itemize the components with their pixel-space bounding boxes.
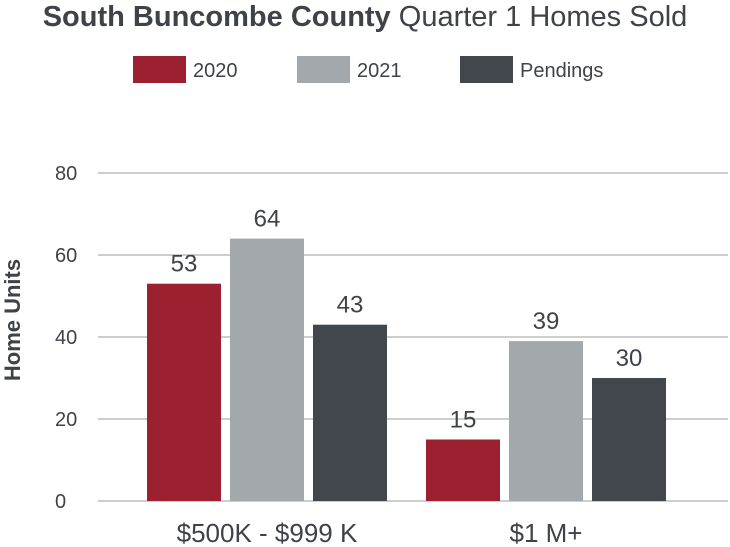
chart-title-bold: South Buncombe County [42, 1, 391, 33]
y-tick-0: 0 [55, 491, 66, 513]
data-label-1-1: 39 [533, 308, 560, 335]
bar-0-1 [230, 238, 304, 501]
bar-1-1 [509, 341, 583, 501]
y-tick-40: 40 [55, 327, 77, 349]
legend-label-2: Pendings [520, 60, 603, 82]
legend-label-0: 2020 [193, 60, 238, 82]
x-category-label-1: $1 M+ [510, 518, 583, 547]
bar-1-0 [426, 439, 500, 501]
data-label-0-1: 64 [254, 206, 281, 233]
y-axis-label: Home Units [0, 259, 25, 381]
y-tick-20: 20 [55, 409, 77, 431]
data-label-0-2: 43 [337, 292, 364, 319]
bar-0-2 [313, 324, 387, 501]
bar-0-0 [147, 283, 221, 501]
chart-title-rest: Quarter 1 Homes Sold [390, 1, 688, 33]
data-label-1-0: 15 [450, 407, 477, 434]
bar-1-2 [592, 378, 666, 501]
chart-title: South Buncombe County Quarter 1 Homes So… [0, 0, 730, 34]
legend-label-1: 2021 [357, 60, 402, 82]
legend-swatch-0 [133, 56, 186, 83]
legend-swatch-1 [297, 56, 350, 83]
legend-swatch-2 [460, 56, 513, 83]
x-category-label-0: $500K - $999 K [177, 518, 358, 547]
y-tick-80: 80 [55, 163, 77, 185]
data-label-0-0: 53 [171, 251, 198, 278]
data-label-1-2: 30 [616, 345, 643, 372]
y-tick-60: 60 [55, 245, 77, 267]
